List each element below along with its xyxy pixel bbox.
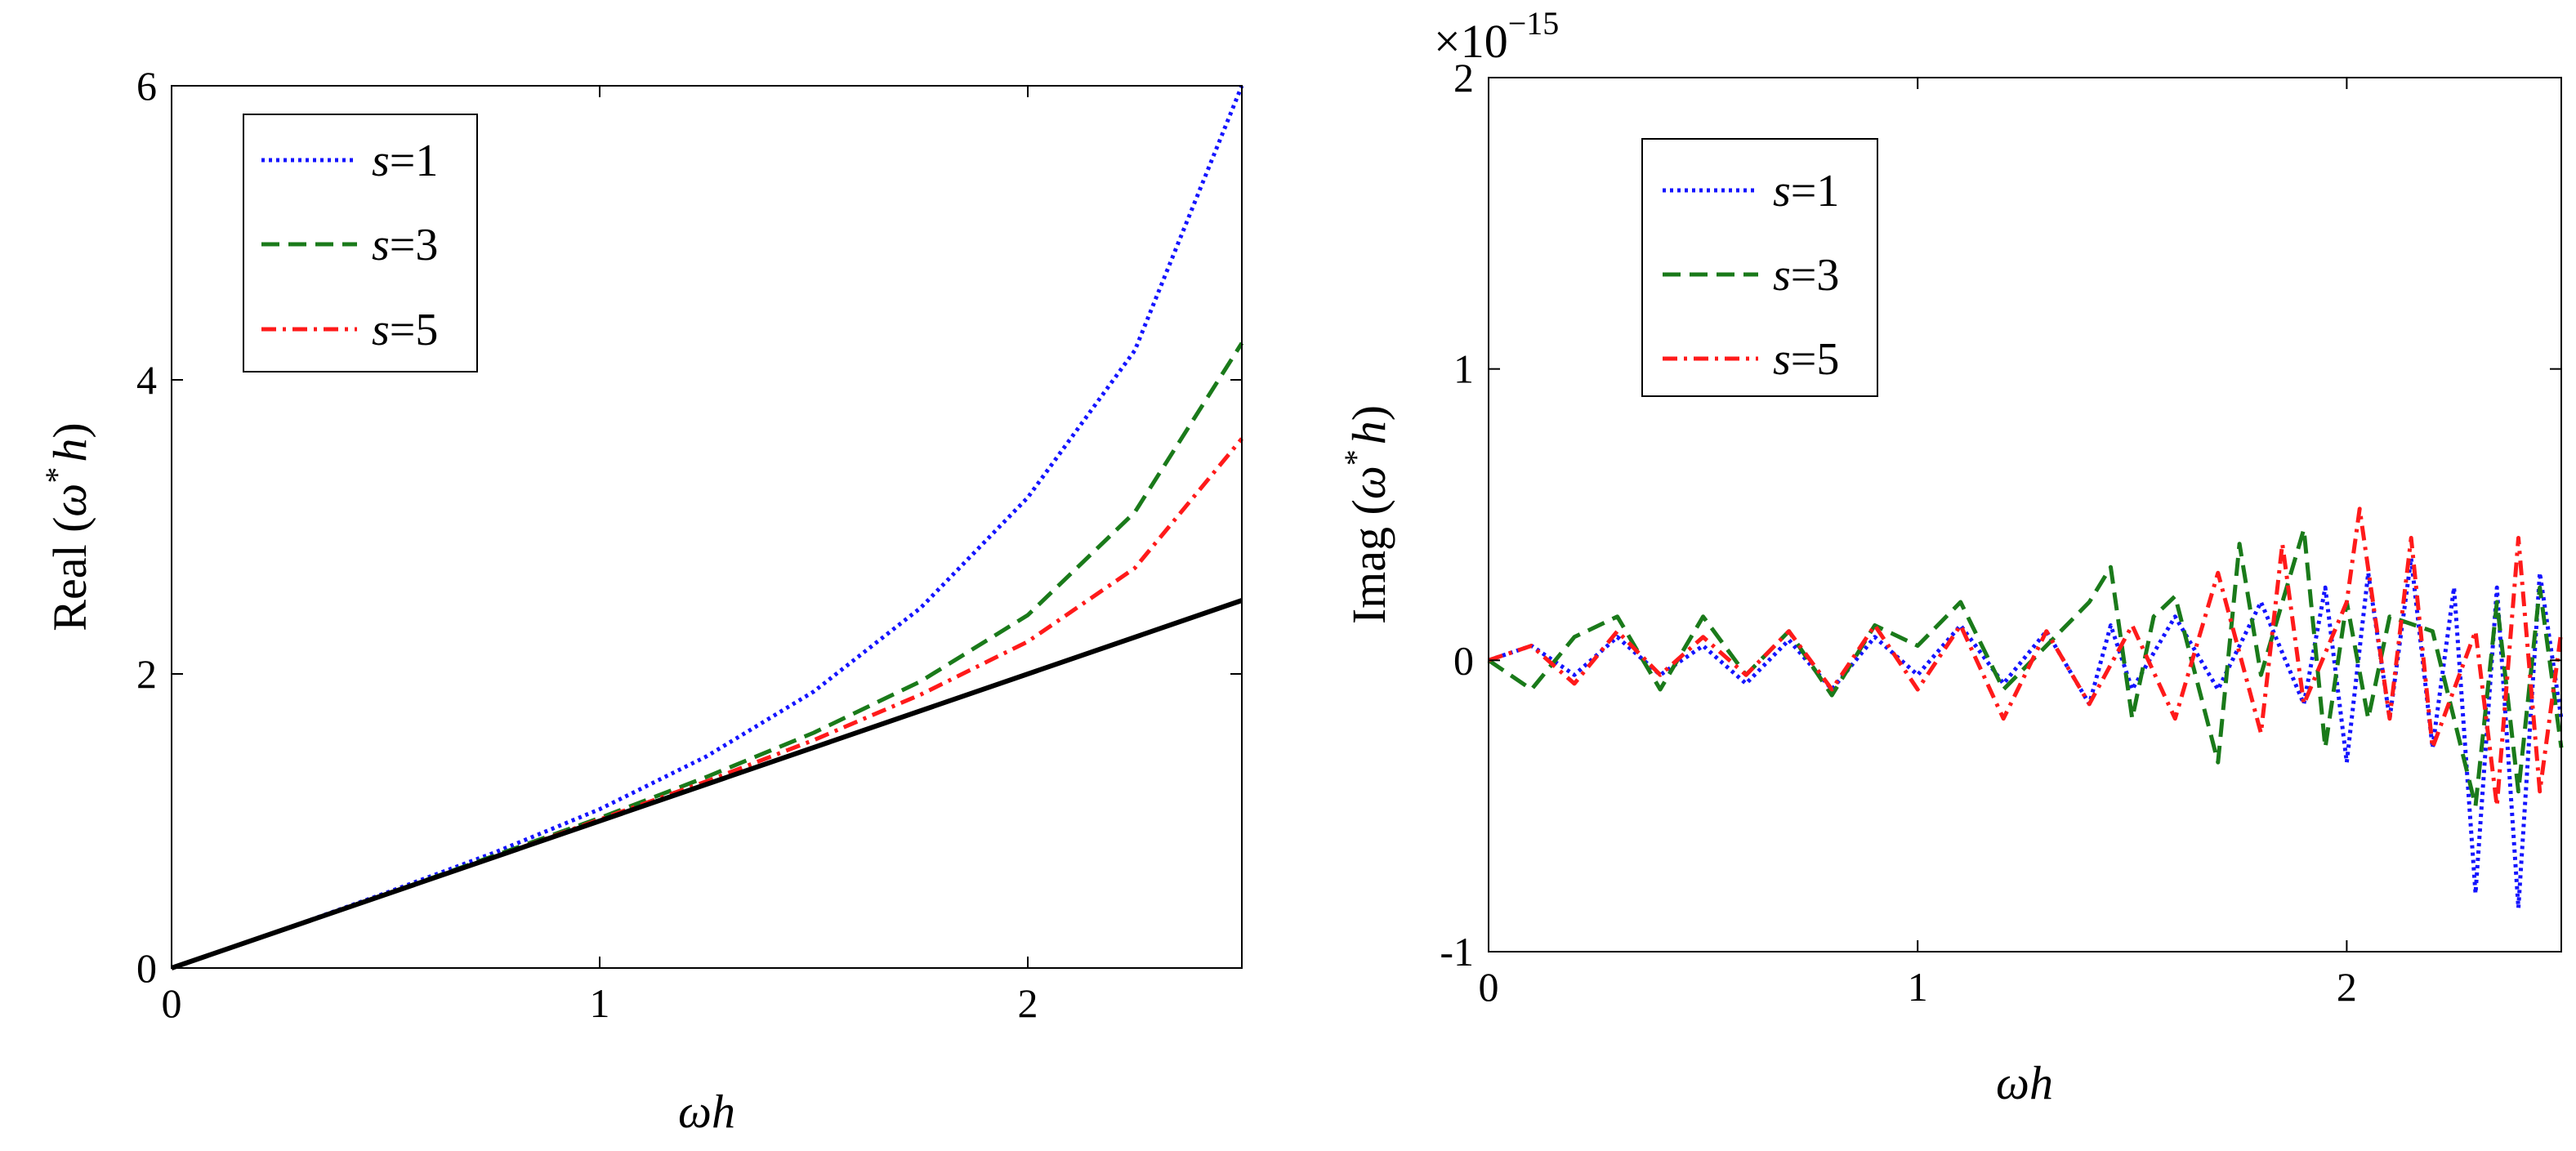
chart-real-y-label: Real (ω*h) <box>38 422 96 631</box>
chart-imag-x-tick-label: 2 <box>2337 964 2357 1010</box>
chart-imag-series-s1 <box>1488 556 2564 910</box>
chart-imag-x-tick-label: 1 <box>1908 964 1928 1010</box>
chart-imag-x-tick-label: 0 <box>1479 964 1499 1010</box>
chart-imag-legend: s=1 s=3 s=5 <box>1641 138 1878 397</box>
chart-imag-y-tick-label: 2 <box>1453 55 1474 100</box>
chart-imag-series <box>1487 506 2564 910</box>
chart-real-series-s1 <box>171 85 1244 970</box>
chart-imag-y-tick-label: -1 <box>1440 929 1474 975</box>
chart-real-series-s5 <box>171 437 1243 970</box>
chart-imag-legend-label-s5: s=5 <box>1773 334 1839 385</box>
chart-real-y-ticks: 0 2 4 6 <box>136 63 1242 991</box>
chart-imag-x-ticks: 0 1 2 <box>1479 78 2357 1010</box>
chart-real-y-tick-label: 0 <box>136 945 157 991</box>
chart-imag-scale-note: ×10−15 <box>1434 5 1559 68</box>
chart-real-x-ticks: 0 1 2 <box>162 86 1038 1026</box>
chart-real: 0 1 2 0 2 4 6 ωh Real (ω*h) s=1 s=3 s=5 <box>38 63 1244 1138</box>
chart-imag-plot-area <box>1488 77 2562 952</box>
chart-imag-legend-label-s3: s=3 <box>1773 250 1839 301</box>
chart-imag-legend-label-s1: s=1 <box>1773 166 1839 216</box>
chart-real-legend-label-s5: s=5 <box>372 305 438 355</box>
chart-imag-y-label: Imag (ω*h) <box>1337 405 1395 624</box>
chart-real-series <box>171 85 1244 970</box>
chart-real-y-tick-label: 2 <box>136 651 157 697</box>
chart-real-plot-area <box>171 85 1243 969</box>
chart-imag-y-tick-label: 0 <box>1453 637 1474 683</box>
chart-real-y-tick-label: 4 <box>136 357 157 403</box>
chart-real-legend-label-s3: s=3 <box>372 220 438 270</box>
chart-real-legend-label-s1: s=1 <box>372 136 438 186</box>
chart-real-x-tick-label: 1 <box>590 980 610 1026</box>
chart-real-x-tick-label: 2 <box>1018 980 1038 1026</box>
chart-real-series-exact <box>171 598 1243 970</box>
chart-imag-series-s5 <box>1488 506 2564 809</box>
chart-real-series-s3 <box>171 341 1244 970</box>
chart-real-legend-box <box>243 114 478 373</box>
chart-imag-series-s3 <box>1487 527 2564 809</box>
chart-real-legend: s=1 s=3 s=5 <box>243 114 478 373</box>
chart-imag-y-tick-label: 1 <box>1453 346 1474 392</box>
chart-imag-y-ticks: -1 0 1 2 <box>1440 55 2561 975</box>
chart-real-y-tick-label: 6 <box>136 63 157 109</box>
chart-imag-legend-box <box>1641 138 1878 397</box>
chart-imag-x-label: ωh <box>1996 1056 2053 1109</box>
chart-real-x-tick-label: 0 <box>162 980 182 1026</box>
chart-real-x-label: ωh <box>678 1085 735 1138</box>
